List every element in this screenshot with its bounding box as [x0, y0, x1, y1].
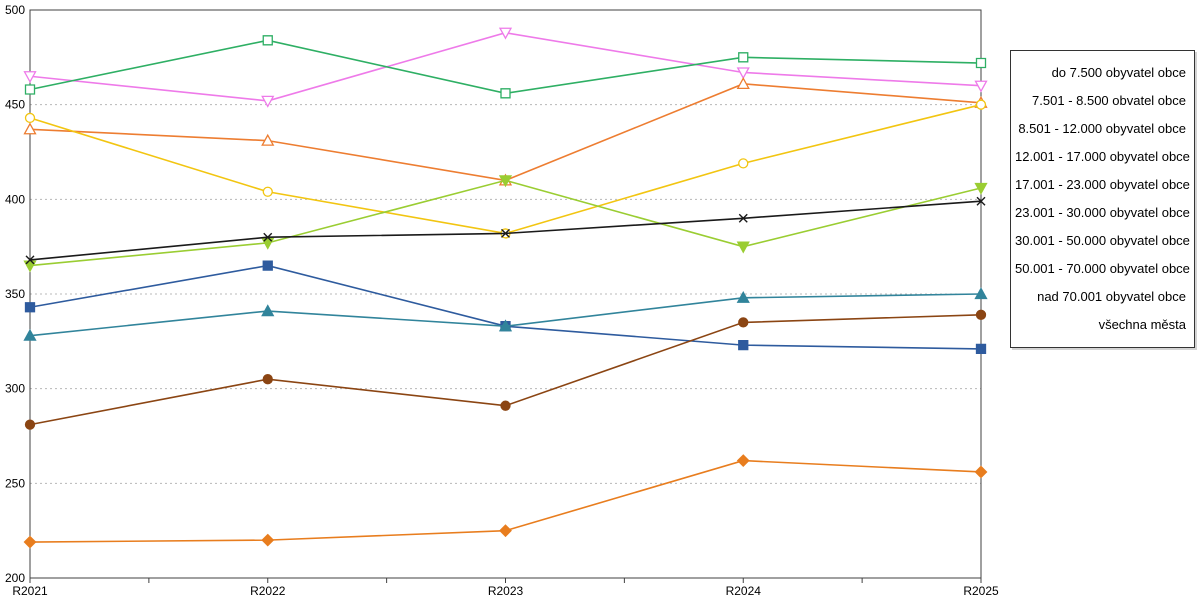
marker-circle: [24, 419, 36, 430]
marker-square: [24, 84, 36, 95]
legend-item: 50.001 - 70.000 obyvatel obce: [1015, 261, 1190, 276]
marker-triangle-down: [736, 241, 750, 254]
y-axis-label: 300: [5, 382, 25, 396]
marker-triangle-up: [736, 290, 750, 303]
legend-item: 8.501 - 12.000 obyvatel obce: [1018, 121, 1186, 136]
marker-circle: [738, 158, 749, 169]
series-line: [29, 39, 982, 95]
marker-diamond: [23, 535, 37, 549]
chart-legend: do 7.500 obyvatel obce 7.501 - 8.500 obva…: [1010, 50, 1195, 348]
marker-triangle-up: [261, 133, 275, 146]
marker-square: [262, 35, 273, 46]
marker-circle: [262, 186, 273, 197]
y-axis-label: 450: [5, 98, 25, 112]
y-axis-label: 500: [5, 3, 25, 17]
marker-x: [263, 232, 273, 242]
legend-item: 12.001 - 17.000 obyvatel obce: [1015, 149, 1190, 164]
legend-item: nad 70.001 obyvatel obce: [1037, 289, 1186, 304]
marker-square: [500, 88, 511, 99]
marker-triangle-up: [261, 304, 275, 317]
x-axis-label: R2025: [963, 584, 999, 598]
legend-item: 7.501 - 8.500 obvatel obce: [1032, 93, 1186, 108]
marker-triangle-down: [498, 27, 513, 40]
marker-triangle-down: [23, 260, 37, 273]
marker-x: [501, 228, 510, 238]
marker-triangle-up: [23, 328, 37, 341]
x-axis-label: R2023: [488, 584, 524, 598]
marker-square: [975, 57, 987, 69]
marker-triangle-down: [23, 71, 37, 84]
marker-x: [976, 196, 986, 206]
marker-x: [738, 213, 748, 223]
y-axis-label: 400: [5, 192, 25, 206]
marker-circle: [975, 309, 987, 320]
marker-diamond: [499, 524, 512, 538]
marker-circle: [738, 317, 749, 328]
legend-item: 17.001 - 23.000 obyvatel obce: [1015, 177, 1190, 192]
marker-diamond: [261, 533, 275, 547]
legend-item: 23.001 - 30.000 obyvatel obce: [1015, 205, 1190, 220]
marker-triangle-down: [261, 95, 275, 108]
marker-square: [738, 52, 749, 63]
plot-area: 200 250 300 350 400 450 500 R2021 R2022 R2023 R202…: [5, 3, 999, 598]
x-axis-label: R2022: [250, 584, 286, 598]
x-axis-label: R2021: [12, 584, 48, 598]
legend-item: všechna města: [1098, 317, 1186, 332]
marker-circle: [262, 374, 273, 385]
marker-triangle-down: [736, 67, 750, 80]
marker-triangle-up: [736, 76, 750, 89]
marker-square: [975, 343, 987, 355]
marker-circle: [975, 99, 987, 110]
marker-triangle-down: [498, 175, 513, 188]
line-chart: 200 250 300 350 400 450 500 R2021 R2022 R2023 R202…: [5, 3, 999, 598]
x-axis-label: R2024: [726, 584, 762, 598]
marker-triangle-up: [23, 122, 37, 135]
marker-triangle-down: [974, 182, 988, 195]
marker-circle: [24, 112, 36, 124]
marker-square: [738, 339, 749, 351]
marker-diamond: [974, 465, 988, 479]
series-line: [29, 179, 982, 267]
y-axis-label: 350: [5, 287, 25, 301]
marker-triangle-up: [974, 287, 988, 300]
marker-diamond: [736, 454, 750, 468]
series-line: [29, 264, 982, 350]
marker-square: [262, 260, 273, 271]
y-axis-label: 200: [5, 571, 25, 585]
legend-item: 30.001 - 50.000 obyvatel obce: [1015, 233, 1190, 248]
marker-x: [25, 255, 35, 265]
marker-triangle-down: [974, 80, 988, 93]
marker-circle: [500, 400, 511, 411]
marker-square: [24, 302, 36, 313]
y-axis-label: 250: [5, 476, 25, 490]
marker-triangle-up: [498, 319, 513, 332]
legend-item: do 7.500 obyvatel obce: [1051, 65, 1186, 80]
series-line: [29, 103, 982, 235]
